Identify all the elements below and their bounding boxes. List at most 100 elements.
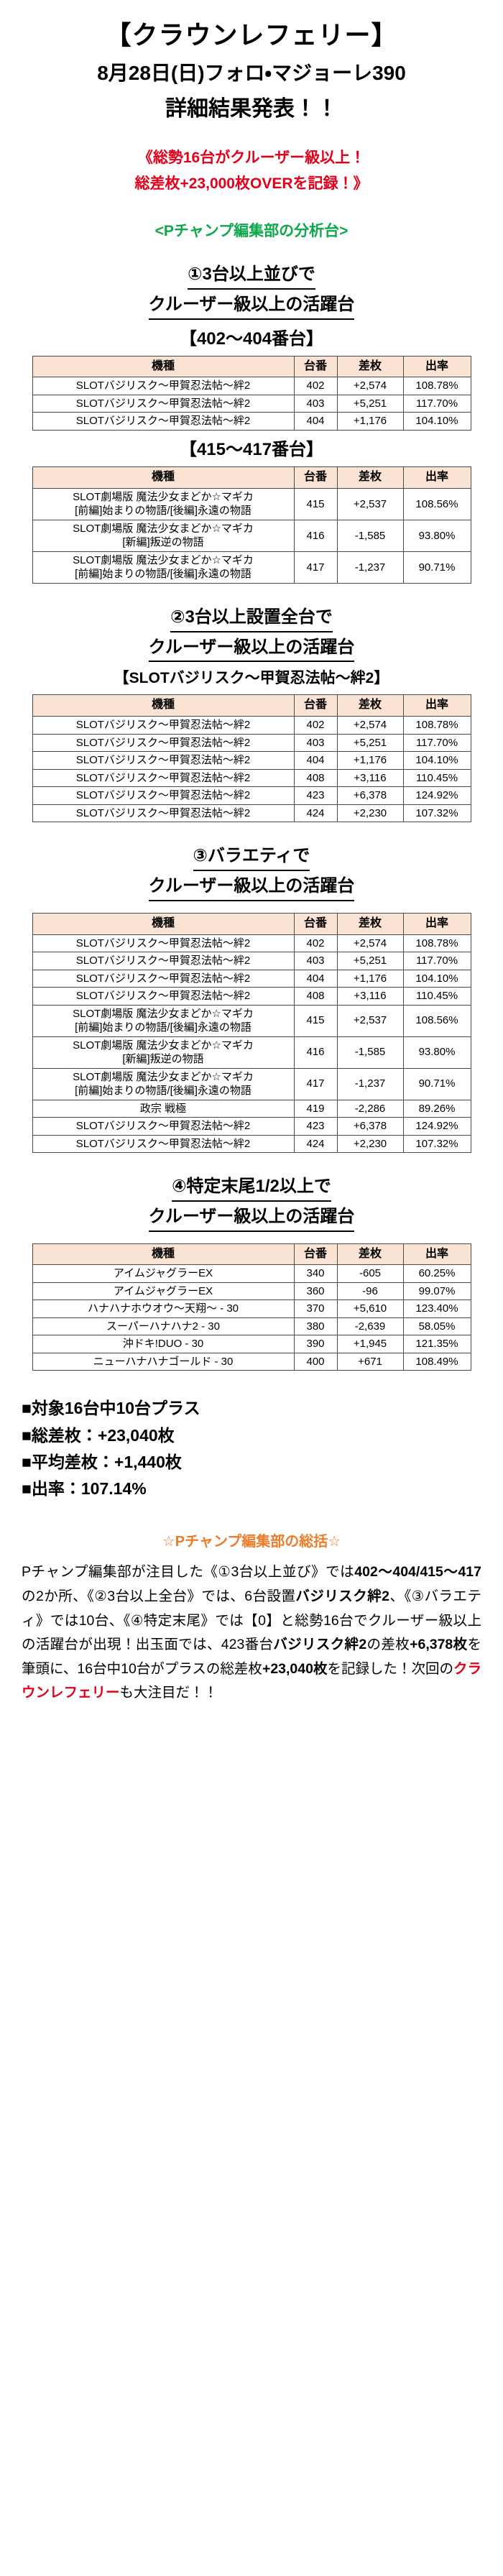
conclusion-text-j: +23,040枚 (262, 1660, 328, 1677)
machine-name-cell: SLOTバジリスク〜甲賀忍法帖〜絆2 (32, 377, 295, 395)
machine-name-column-header: 機種 (32, 466, 295, 489)
payout-rate-column-header: 出率 (402, 1243, 471, 1266)
table-row: SLOTバジリスク〜甲賀忍法帖〜絆2 423 +6,378 124.92% (32, 1117, 471, 1136)
machine-number-cell: 415 (293, 1004, 338, 1037)
conclusion-text-b: 402〜404/415〜417 (354, 1564, 481, 1581)
report-page: 【クラウンレフェリー】 8月28日(日)フォロ・マジョーレ390 詳細結果発表！… (0, 20, 503, 1701)
machine-number-cell: 417 (293, 1067, 338, 1100)
machine-name-cell: SLOT劇場版 魔法少女まどか☆マギカ [前編]始まりの物語/[後編]永遠の物語 (32, 1067, 295, 1100)
conclusion-text-l: も大注目だ！！ (119, 1685, 218, 1701)
table-row: ハナハナホウオウ〜天翔〜 - 30 370 +5,610 123.40% (32, 1300, 471, 1318)
machine-name-cell: SLOTバジリスク〜甲賀忍法帖〜絆2 (32, 751, 295, 770)
table-row: SLOTバジリスク〜甲賀忍法帖〜絆2 403 +5,251 117.70% (32, 394, 471, 413)
table-row: SLOTバジリスク〜甲賀忍法帖〜絆2 424 +2,230 107.32% (32, 1134, 471, 1154)
table-row: スーパーハナハナ2 - 30 380 -2,639 58.05% (32, 1317, 471, 1336)
diff-medals-cell: -1,585 (336, 1036, 404, 1069)
machine-number-cell: 419 (293, 1099, 338, 1118)
payout-rate-cell: 90.71% (402, 551, 471, 584)
machine-number-cell: 416 (293, 1036, 338, 1069)
table-row: SLOTバジリスク〜甲賀忍法帖〜絆2 424 +2,230 107.32% (32, 804, 471, 823)
machine-name-cell: SLOT劇場版 魔法少女まどか☆マギカ [前編]始まりの物語/[後編]永遠の物語 (32, 487, 295, 520)
machine-name-column-header: 機種 (32, 1243, 295, 1266)
machine-name-cell: SLOTバジリスク〜甲賀忍法帖〜絆2 (32, 412, 295, 431)
table-header-row: 機種 台番 差枚 出率 (32, 355, 471, 378)
table-row: アイムジャグラーEX 340 -605 60.25% (32, 1264, 471, 1283)
payout-rate-cell: 110.45% (402, 987, 471, 1006)
section-1-heading-line-1: ①3台以上並びで (188, 262, 315, 290)
machine-name-column-header: 機種 (32, 694, 295, 717)
section-3-heading-line-2: クルーザー級以上の活躍台 (148, 874, 355, 901)
machine-number-cell: 390 (293, 1335, 338, 1353)
machine-name-line-2: [前編]始まりの物語/[後編]永遠の物語 (75, 505, 251, 518)
table-header-row: 機種 台番 差枚 出率 (32, 466, 471, 489)
machine-name-cell: アイムジャグラーEX (32, 1264, 295, 1283)
table-row: 政宗 戦極 419 -2,286 89.26% (32, 1099, 471, 1118)
table-row: SLOTバジリスク〜甲賀忍法帖〜絆2 404 +1,176 104.10% (32, 969, 471, 988)
table-row: SLOTバジリスク〜甲賀忍法帖〜絆2 402 +2,574 108.78% (32, 934, 471, 953)
spacer (0, 1235, 503, 1243)
diff-medals-cell: -1,237 (336, 551, 404, 584)
machine-name-line-1: SLOT劇場版 魔法少女まどか☆マギカ (73, 490, 254, 503)
machine-number-cell: 423 (293, 1117, 338, 1136)
payout-rate-cell: 58.05% (402, 1317, 471, 1336)
machine-name-cell: 沖ドキ!DUO - 30 (32, 1335, 295, 1353)
diff-medals-cell: +2,574 (336, 377, 404, 395)
payout-rate-cell: 104.10% (402, 751, 471, 770)
section-2: ②3台以上設置全台で クルーザー級以上の活躍台【SLOTバジリスク〜甲賀忍法帖〜絆… (0, 605, 503, 823)
machine-name-line-2: [新編]叛逆の物語 (122, 536, 204, 549)
payout-rate-cell: 108.78% (402, 716, 471, 735)
summary-bullet-plus-count: ■対象16台中10台プラス (22, 1399, 200, 1418)
diff-medals-cell: +671 (336, 1352, 404, 1371)
section-1-group-1-subtitle: 【402〜404番台】 (179, 328, 324, 349)
machine-name-cell: SLOTバジリスク〜甲賀忍法帖〜絆2 (32, 1134, 295, 1154)
machine-number-column-header: 台番 (293, 355, 338, 378)
diff-medals-cell: +1,176 (336, 412, 404, 431)
section-1-group-2-table: 機種 台番 差枚 出率 SLOT劇場版 魔法少女まどか☆マギカ [前編]始まりの物語/[後… (32, 466, 471, 584)
table-row: SLOT劇場版 魔法少女まどか☆マギカ [前編]始まりの物語/[後編]永遠の物語 4… (32, 551, 471, 584)
section-4-heading-line-2: クルーザー級以上の活躍台 (148, 1205, 355, 1232)
table-row: SLOTバジリスク〜甲賀忍法帖〜絆2 408 +3,116 110.45% (32, 768, 471, 788)
diff-medals-cell: +2,574 (336, 934, 404, 953)
table-header-row: 機種 台番 差枚 出率 (32, 694, 471, 717)
payout-rate-cell: 99.07% (402, 1282, 471, 1301)
payout-rate-cell: 60.25% (402, 1264, 471, 1283)
section-3-heading-line-1: ③バラエティで (193, 844, 310, 871)
payout-rate-cell: 104.10% (402, 412, 471, 431)
summary-bullet-payout-rate: ■出率：107.14% (22, 1479, 147, 1499)
machine-name-line-2: [新編]叛逆の物語 (122, 1053, 204, 1066)
machine-name-line-1: SLOT劇場版 魔法少女まどか☆マギカ (73, 1039, 254, 1052)
conclusion-hall-name-highlight: クラウンレフェリー (22, 1660, 482, 1701)
section-2-heading-line-1: ②3台以上設置全台で (170, 605, 333, 632)
payout-rate-column-header: 出率 (402, 694, 471, 717)
conclusion-text-a: Pチャンプ編集部が注目した《①3台以上並び》では (22, 1564, 355, 1581)
conclusion-text-c: の2か所、《②3台以上全台》では、6台設置 (22, 1588, 296, 1604)
machine-name-cell: SLOTバジリスク〜甲賀忍法帖〜絆2 (32, 952, 295, 970)
spacer (0, 904, 503, 913)
diff-medals-column-header: 差枚 (336, 466, 404, 489)
machine-name-cell: SLOTバジリスク〜甲賀忍法帖〜絆2 (32, 987, 295, 1006)
machine-name-cell: 政宗 戦極 (32, 1099, 295, 1118)
machine-name-cell: SLOTバジリスク〜甲賀忍法帖〜絆2 (32, 1117, 295, 1136)
conclusion-text-f: バジリスク絆2 (273, 1637, 367, 1653)
diff-medals-cell: +5,251 (336, 394, 404, 413)
table-row: SLOTバジリスク〜甲賀忍法帖〜絆2 408 +3,116 110.45% (32, 987, 471, 1006)
table-row: SLOTバジリスク〜甲賀忍法帖〜絆2 423 +6,378 124.92% (32, 786, 471, 805)
table-row: SLOT劇場版 魔法少女まどか☆マギカ [前編]始まりの物語/[後編]永遠の物語 4… (32, 487, 471, 520)
machine-name-cell: SLOTバジリスク〜甲賀忍法帖〜絆2 (32, 394, 295, 413)
diff-medals-cell: -605 (336, 1264, 404, 1283)
payout-rate-cell: 123.40% (402, 1300, 471, 1318)
table-row: SLOT劇場版 魔法少女まどか☆マギカ [新編]叛逆の物語 416 -1,585 93.… (32, 1036, 471, 1069)
machine-number-cell: 404 (293, 969, 338, 988)
machine-number-cell: 402 (293, 716, 338, 735)
diff-medals-cell: +6,378 (336, 786, 404, 805)
hall-name-title: 【クラウンレフェリー】 (105, 20, 398, 50)
machine-number-cell: 340 (293, 1264, 338, 1283)
payout-rate-cell: 107.32% (402, 1134, 471, 1154)
machine-name-line-1: SLOT劇場版 魔法少女まどか☆マギカ (73, 553, 254, 566)
table-row: 沖ドキ!DUO - 30 390 +1,945 121.35% (32, 1335, 471, 1353)
payout-rate-column-header: 出率 (402, 466, 471, 489)
section-2-heading: ②3台以上設置全台で クルーザー級以上の活躍台 (0, 605, 503, 663)
table-row: アイムジャグラーEX 360 -96 99.07% (32, 1282, 471, 1301)
section-2-group-1-subtitle: 【SLOTバジリスク〜甲賀忍法帖〜絆2】 (114, 670, 389, 687)
payout-rate-cell: 93.80% (402, 1036, 471, 1069)
